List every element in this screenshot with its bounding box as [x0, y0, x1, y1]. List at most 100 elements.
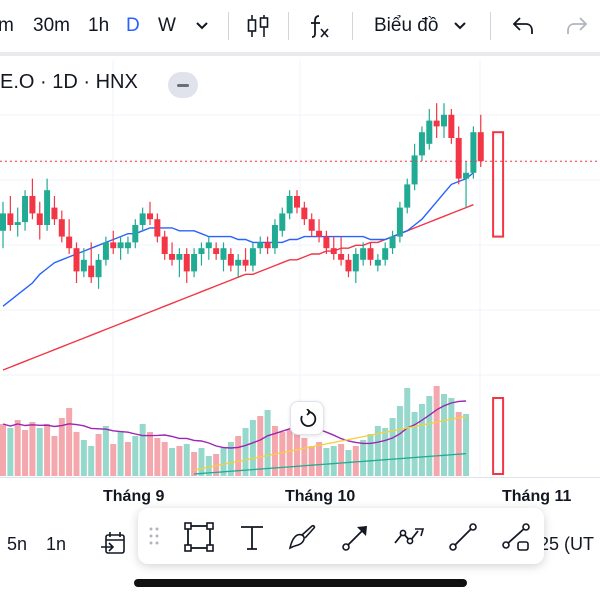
candlestick-icon[interactable]	[244, 12, 272, 45]
volume-bar	[102, 426, 109, 476]
range-5n-button[interactable]: 5n	[7, 534, 28, 554]
candle-body	[124, 242, 131, 249]
candle-body	[448, 114, 455, 138]
arrow-icon[interactable]	[340, 521, 372, 553]
volume-bar	[7, 428, 14, 476]
timezone-label[interactable]: 25 (UT	[539, 534, 595, 554]
symbol-legend[interactable]: E.O · 1D · HNX	[0, 71, 138, 93]
candle-body	[279, 213, 286, 231]
volume-bar	[426, 396, 433, 476]
volume-ma-green-line	[194, 453, 467, 475]
candle-body	[58, 219, 65, 237]
volume-bar	[29, 422, 36, 476]
candle-body	[139, 213, 146, 225]
interval-1h[interactable]: 1h	[88, 15, 110, 36]
drawing-toolbar	[138, 508, 544, 564]
volume-bar	[117, 432, 124, 476]
candle-body	[477, 132, 484, 162]
candle-body	[235, 259, 242, 266]
interval-30m[interactable]: 30m	[33, 15, 70, 36]
volume-bar	[323, 448, 330, 476]
volume-bar	[183, 444, 190, 476]
interval-w[interactable]: W	[158, 15, 176, 36]
rectangle-icon[interactable]	[183, 521, 215, 553]
xaxis-label-thang-9: Tháng 9	[103, 488, 165, 505]
volume-bar	[294, 434, 300, 476]
volume-bar	[88, 446, 95, 476]
reset-icon	[300, 409, 317, 427]
volume-bar	[264, 410, 271, 476]
candle-body	[80, 259, 87, 272]
chart-type-dropdown[interactable]: Biểu đồ	[374, 15, 439, 36]
volume-bar	[257, 416, 264, 476]
volume-bar	[176, 446, 183, 476]
indicators-fx-icon[interactable]	[306, 12, 334, 45]
home-indicator	[134, 579, 467, 587]
volume-bar	[271, 426, 278, 476]
volume-bar	[14, 420, 21, 476]
volume-bar	[132, 436, 139, 476]
volume-bar	[418, 404, 425, 476]
volume-bar	[154, 438, 161, 476]
candle-body	[154, 219, 161, 237]
candle-body	[338, 254, 345, 260]
range-1n-button[interactable]: 1n	[46, 534, 67, 554]
candle-body	[7, 213, 14, 225]
volume-bar	[73, 432, 80, 476]
volume-bar	[242, 428, 249, 476]
candle-body	[22, 196, 29, 223]
candle-body	[426, 120, 433, 144]
toolbar-divider	[490, 12, 491, 40]
volume-bar	[463, 414, 470, 476]
volume-bar	[316, 442, 323, 476]
volume-bar	[110, 444, 117, 476]
candle-body	[220, 248, 227, 260]
volume-bar	[441, 394, 447, 476]
candle-body	[257, 242, 264, 249]
candle-body	[433, 120, 440, 127]
price-chart[interactable]	[0, 60, 600, 480]
candle-body	[367, 248, 374, 260]
brush-icon[interactable]	[286, 521, 318, 553]
volume-bar	[404, 388, 411, 476]
legend-collapse-button[interactable]	[168, 72, 198, 98]
volume-ma-yellow-line	[193, 415, 467, 471]
candle-body	[176, 254, 183, 260]
undo-icon[interactable]	[510, 12, 536, 45]
redo-icon[interactable]	[564, 12, 590, 45]
go-to-date-icon[interactable]	[100, 530, 128, 563]
trend-line-icon[interactable]	[447, 521, 479, 553]
candle-body	[441, 114, 447, 127]
candle-body	[404, 184, 411, 208]
volume-bar	[360, 440, 367, 476]
volume-bar	[22, 430, 29, 476]
candle-body	[463, 172, 470, 179]
candle-body	[147, 213, 153, 220]
candle-body	[360, 248, 367, 260]
chevron-down-icon[interactable]	[192, 16, 212, 41]
volume-bar	[44, 424, 51, 476]
toolbar-divider	[288, 12, 289, 40]
volume-bar	[308, 446, 315, 476]
candle-body	[249, 248, 256, 266]
volume-bar	[95, 434, 102, 476]
volume-bar	[161, 442, 168, 476]
ma-blue-line	[2, 172, 474, 307]
candle-body	[411, 155, 418, 185]
candle-body	[36, 213, 43, 225]
candle-body	[66, 236, 73, 249]
reset-chart-button[interactable]	[290, 401, 324, 435]
interval-d[interactable]: D	[126, 15, 140, 36]
text-icon[interactable]	[236, 521, 268, 553]
candle-body	[352, 254, 359, 272]
candle-body	[316, 230, 323, 237]
candle-body	[183, 254, 190, 272]
candle-body	[242, 259, 249, 266]
interval-minute-partial[interactable]: m	[0, 15, 14, 36]
path-icon[interactable]	[393, 521, 425, 553]
grip-icon[interactable]	[148, 526, 160, 546]
polyline-icon[interactable]	[500, 521, 532, 553]
candle-body	[14, 222, 21, 225]
volume-bar	[286, 430, 293, 476]
chevron-down-icon[interactable]	[450, 16, 470, 41]
